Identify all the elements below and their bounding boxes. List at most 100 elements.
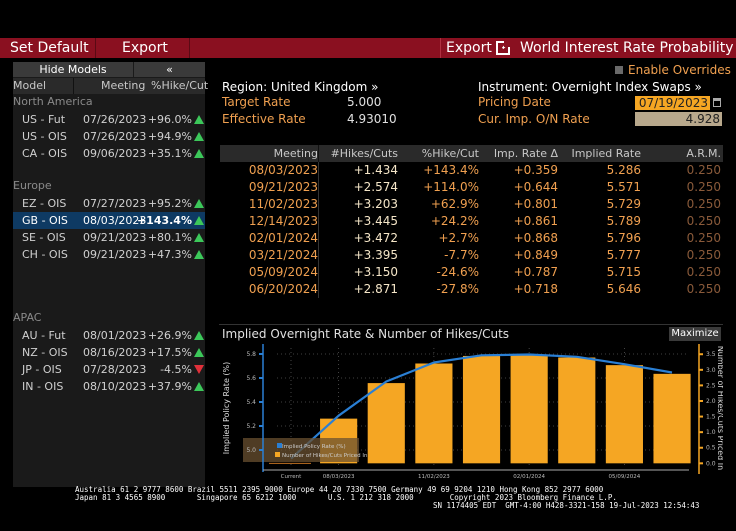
export-icon[interactable] — [496, 40, 511, 55]
rate-hikes-chart: Implied Policy Rate (%) Number of Hikes/C… — [222, 344, 723, 480]
model-name: CH - OIS — [22, 248, 68, 261]
table-row[interactable]: 05/09/2024 +3.150 -24.6% +0.787 5.715 0.250 — [220, 264, 723, 281]
table-row[interactable]: 02/01/2024 +3.472 +2.7% +0.868 5.796 0.250 — [220, 230, 723, 247]
up-arrow-icon — [194, 132, 204, 141]
enable-overrides-checkbox[interactable] — [615, 66, 623, 74]
cur-imp-rate-input[interactable]: 4.928 — [635, 112, 722, 126]
region-group-label: North America — [13, 95, 93, 108]
pricing-date-input[interactable]: 07/19/2023 — [635, 96, 710, 110]
cell-meeting-date: 09/21/2023 — [248, 180, 318, 194]
left-tick-label: 5.2 — [246, 423, 256, 430]
region-group-label: APAC — [13, 311, 42, 324]
left-tick-label: 5.0 — [246, 447, 256, 454]
right-tick-label: 1.0 — [706, 429, 716, 436]
cell-pct-hike-cut: -27.8% — [436, 282, 479, 296]
up-arrow-icon — [194, 216, 204, 225]
maximize-button[interactable]: Maximize — [669, 327, 721, 341]
col-hikes-cuts[interactable]: #Hikes/Cuts — [330, 147, 398, 160]
cell-imp-rate-delta: +0.718 — [513, 282, 558, 296]
model-row[interactable]: GB - OIS 08/03/2023 +143.4% — [13, 212, 205, 229]
hide-models-button[interactable]: Hide Models — [13, 62, 133, 77]
model-row[interactable]: US - OIS 07/26/2023 +94.9% — [13, 128, 205, 145]
cell-implied-rate: 5.796 — [606, 231, 641, 245]
up-arrow-icon — [194, 250, 204, 259]
model-row[interactable]: CH - OIS 09/21/2023 +47.3% — [13, 246, 205, 263]
cell-hikes-cuts: +3.150 — [353, 265, 398, 279]
cell-pct-hike-cut: -7.7% — [444, 248, 479, 262]
model-meeting-date: 09/21/2023 — [83, 248, 147, 261]
table-row[interactable]: 03/21/2024 +3.395 -7.7% +0.849 5.777 0.250 — [220, 247, 723, 264]
cur-imp-rate-label: Cur. Imp. O/N Rate — [478, 112, 590, 126]
table-row[interactable]: 12/14/2023 +3.445 +24.2% +0.861 5.789 0.250 — [220, 213, 723, 230]
model-row[interactable]: US - Fut 07/26/2023 +96.0% — [13, 111, 205, 128]
model-name: JP - OIS — [22, 363, 62, 376]
down-arrow-icon — [194, 365, 204, 374]
left-tick-label: 5.6 — [246, 375, 256, 382]
left-tick-label: 5.8 — [246, 351, 256, 358]
col-pct-hike-cut[interactable]: %Hike/Cut — [421, 147, 479, 160]
cell-arm: 0.250 — [686, 248, 721, 262]
model-pct-hike-cut: +35.1% — [147, 147, 192, 160]
model-pct-hike-cut: +95.2% — [147, 197, 192, 210]
set-default-button[interactable]: Set Default — [10, 40, 89, 56]
cell-arm: 0.250 — [686, 163, 721, 177]
meetings-table-body: 08/03/2023 +1.434 +143.4% +0.359 5.286 0.250 0… — [220, 162, 723, 298]
model-name: SE - OIS — [22, 231, 66, 244]
cell-pct-hike-cut: +24.2% — [430, 214, 479, 228]
cell-implied-rate: 5.571 — [606, 180, 641, 194]
bloomberg-footer: Australia 61 2 9777 8600 Brazil 5511 239… — [0, 485, 736, 519]
bar-hikes-cuts — [653, 373, 691, 464]
col-imp-rate-delta[interactable]: Imp. Rate Δ — [493, 147, 558, 160]
cell-hikes-cuts: +3.395 — [353, 248, 398, 262]
x-tick-label: Current — [281, 474, 303, 480]
up-arrow-icon — [194, 199, 204, 208]
collapse-panel-button[interactable]: « — [134, 62, 205, 77]
cell-meeting-date: 12/14/2023 — [248, 214, 318, 228]
model-row[interactable]: IN - OIS 08/10/2023 +37.9% — [13, 378, 205, 395]
footer-contacts-line1: Australia 61 2 9777 8600 Brazil 5511 239… — [75, 485, 604, 494]
model-row[interactable]: SE - OIS 09/21/2023 +80.1% — [13, 229, 205, 246]
export-button-left[interactable]: Export — [122, 40, 168, 56]
cell-arm: 0.250 — [686, 282, 721, 296]
model-row[interactable]: AU - Fut 08/01/2023 +26.9% — [13, 327, 205, 344]
header-meeting[interactable]: Meeting — [101, 79, 146, 92]
table-row[interactable]: 06/20/2024 +2.871 -27.8% +0.718 5.646 0.250 — [220, 281, 723, 298]
model-name: IN - OIS — [22, 380, 64, 393]
model-name: GB - OIS — [22, 214, 68, 227]
left-tick-label: 5.4 — [246, 399, 256, 406]
model-row[interactable]: EZ - OIS 07/27/2023 +95.2% — [13, 195, 205, 212]
header-model[interactable]: Model — [13, 79, 47, 92]
model-meeting-date: 09/06/2023 — [83, 147, 147, 160]
col-arm[interactable]: A.R.M. — [686, 147, 721, 160]
calendar-icon[interactable] — [713, 98, 721, 107]
export-button-right[interactable]: Export — [446, 40, 492, 56]
cell-imp-rate-delta: +0.644 — [513, 180, 558, 194]
right-tick-label: 0.5 — [706, 445, 716, 452]
chart-divider — [219, 324, 723, 325]
header-pct-hike-cut[interactable]: %Hike/Cut — [151, 79, 209, 92]
instrument-selector[interactable]: Instrument: Overnight Index Swaps » — [478, 80, 702, 94]
column-divider — [318, 162, 319, 298]
left-axis-label: Implied Policy Rate (%) — [222, 362, 231, 455]
legend-swatch-hikes — [275, 452, 280, 457]
region-selector[interactable]: Region: United Kingdom » — [222, 80, 379, 94]
model-row[interactable]: CA - OIS 09/06/2023 +35.1% — [13, 145, 205, 162]
col-implied-rate[interactable]: Implied Rate — [571, 147, 641, 160]
model-meeting-date: 09/21/2023 — [83, 231, 147, 244]
col-meeting[interactable]: Meeting — [273, 147, 318, 160]
cell-imp-rate-delta: +0.861 — [513, 214, 558, 228]
table-row[interactable]: 09/21/2023 +2.574 +114.0% +0.644 5.571 0.250 — [220, 179, 723, 196]
footer-contacts-line2: Japan 81 3 4565 8900 Singapore 65 6212 1… — [75, 493, 617, 502]
cell-implied-rate: 5.646 — [606, 282, 641, 296]
model-name: NZ - OIS — [22, 346, 68, 359]
cell-hikes-cuts: +2.871 — [353, 282, 398, 296]
model-row[interactable]: NZ - OIS 08/16/2023 +17.5% — [13, 344, 205, 361]
model-row[interactable]: JP - OIS 07/28/2023 -4.5% — [13, 361, 205, 378]
x-tick-label: 08/03/2023 — [323, 474, 355, 480]
bar-hikes-cuts — [605, 365, 643, 464]
enable-overrides-label[interactable]: Enable Overrides — [628, 63, 731, 77]
table-row[interactable]: 08/03/2023 +1.434 +143.4% +0.359 5.286 0.250 — [220, 162, 723, 179]
model-pct-hike-cut: +17.5% — [147, 346, 192, 359]
table-row[interactable]: 11/02/2023 +3.203 +62.9% +0.801 5.729 0.250 — [220, 196, 723, 213]
cell-implied-rate: 5.729 — [606, 197, 641, 211]
